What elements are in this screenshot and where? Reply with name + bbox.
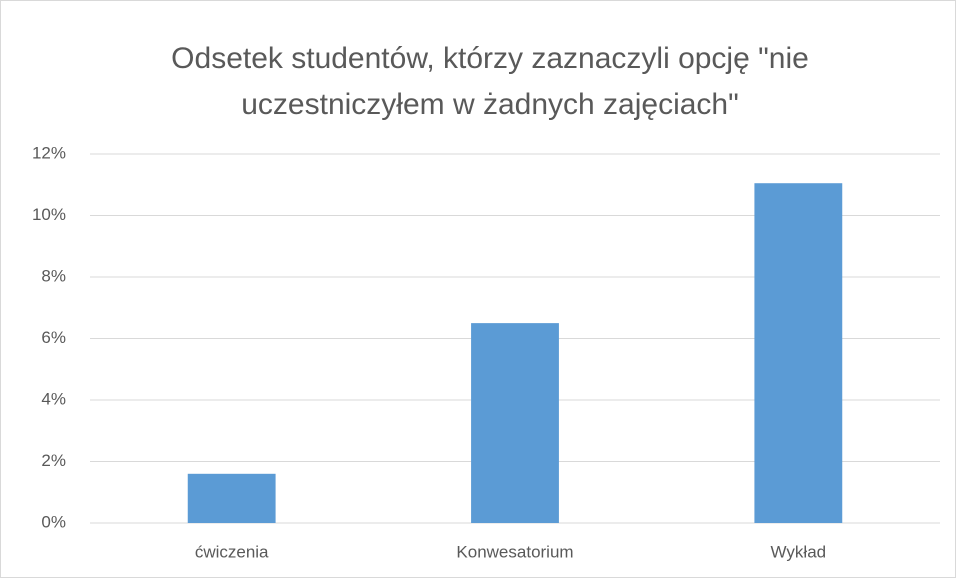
chart-title: uczestniczyłem w żadnych zajęciach"	[241, 88, 739, 121]
bar	[754, 183, 843, 523]
y-tick-label: 6%	[41, 328, 66, 347]
bar	[471, 323, 559, 523]
chart-title: Odsetek studentów, którzy zaznaczyli opc…	[171, 42, 809, 75]
x-tick-label: ćwiczenia	[195, 542, 269, 561]
y-tick-label: 8%	[41, 266, 66, 285]
y-tick-label: 2%	[41, 451, 66, 470]
y-tick-label: 4%	[41, 389, 66, 408]
y-tick-label: 0%	[41, 512, 66, 531]
x-tick-label: Konwesatorium	[456, 542, 573, 561]
y-tick-label: 10%	[32, 205, 66, 224]
bar	[187, 473, 276, 523]
y-tick-label: 12%	[32, 143, 66, 162]
x-tick-label: Wykład	[771, 542, 827, 561]
